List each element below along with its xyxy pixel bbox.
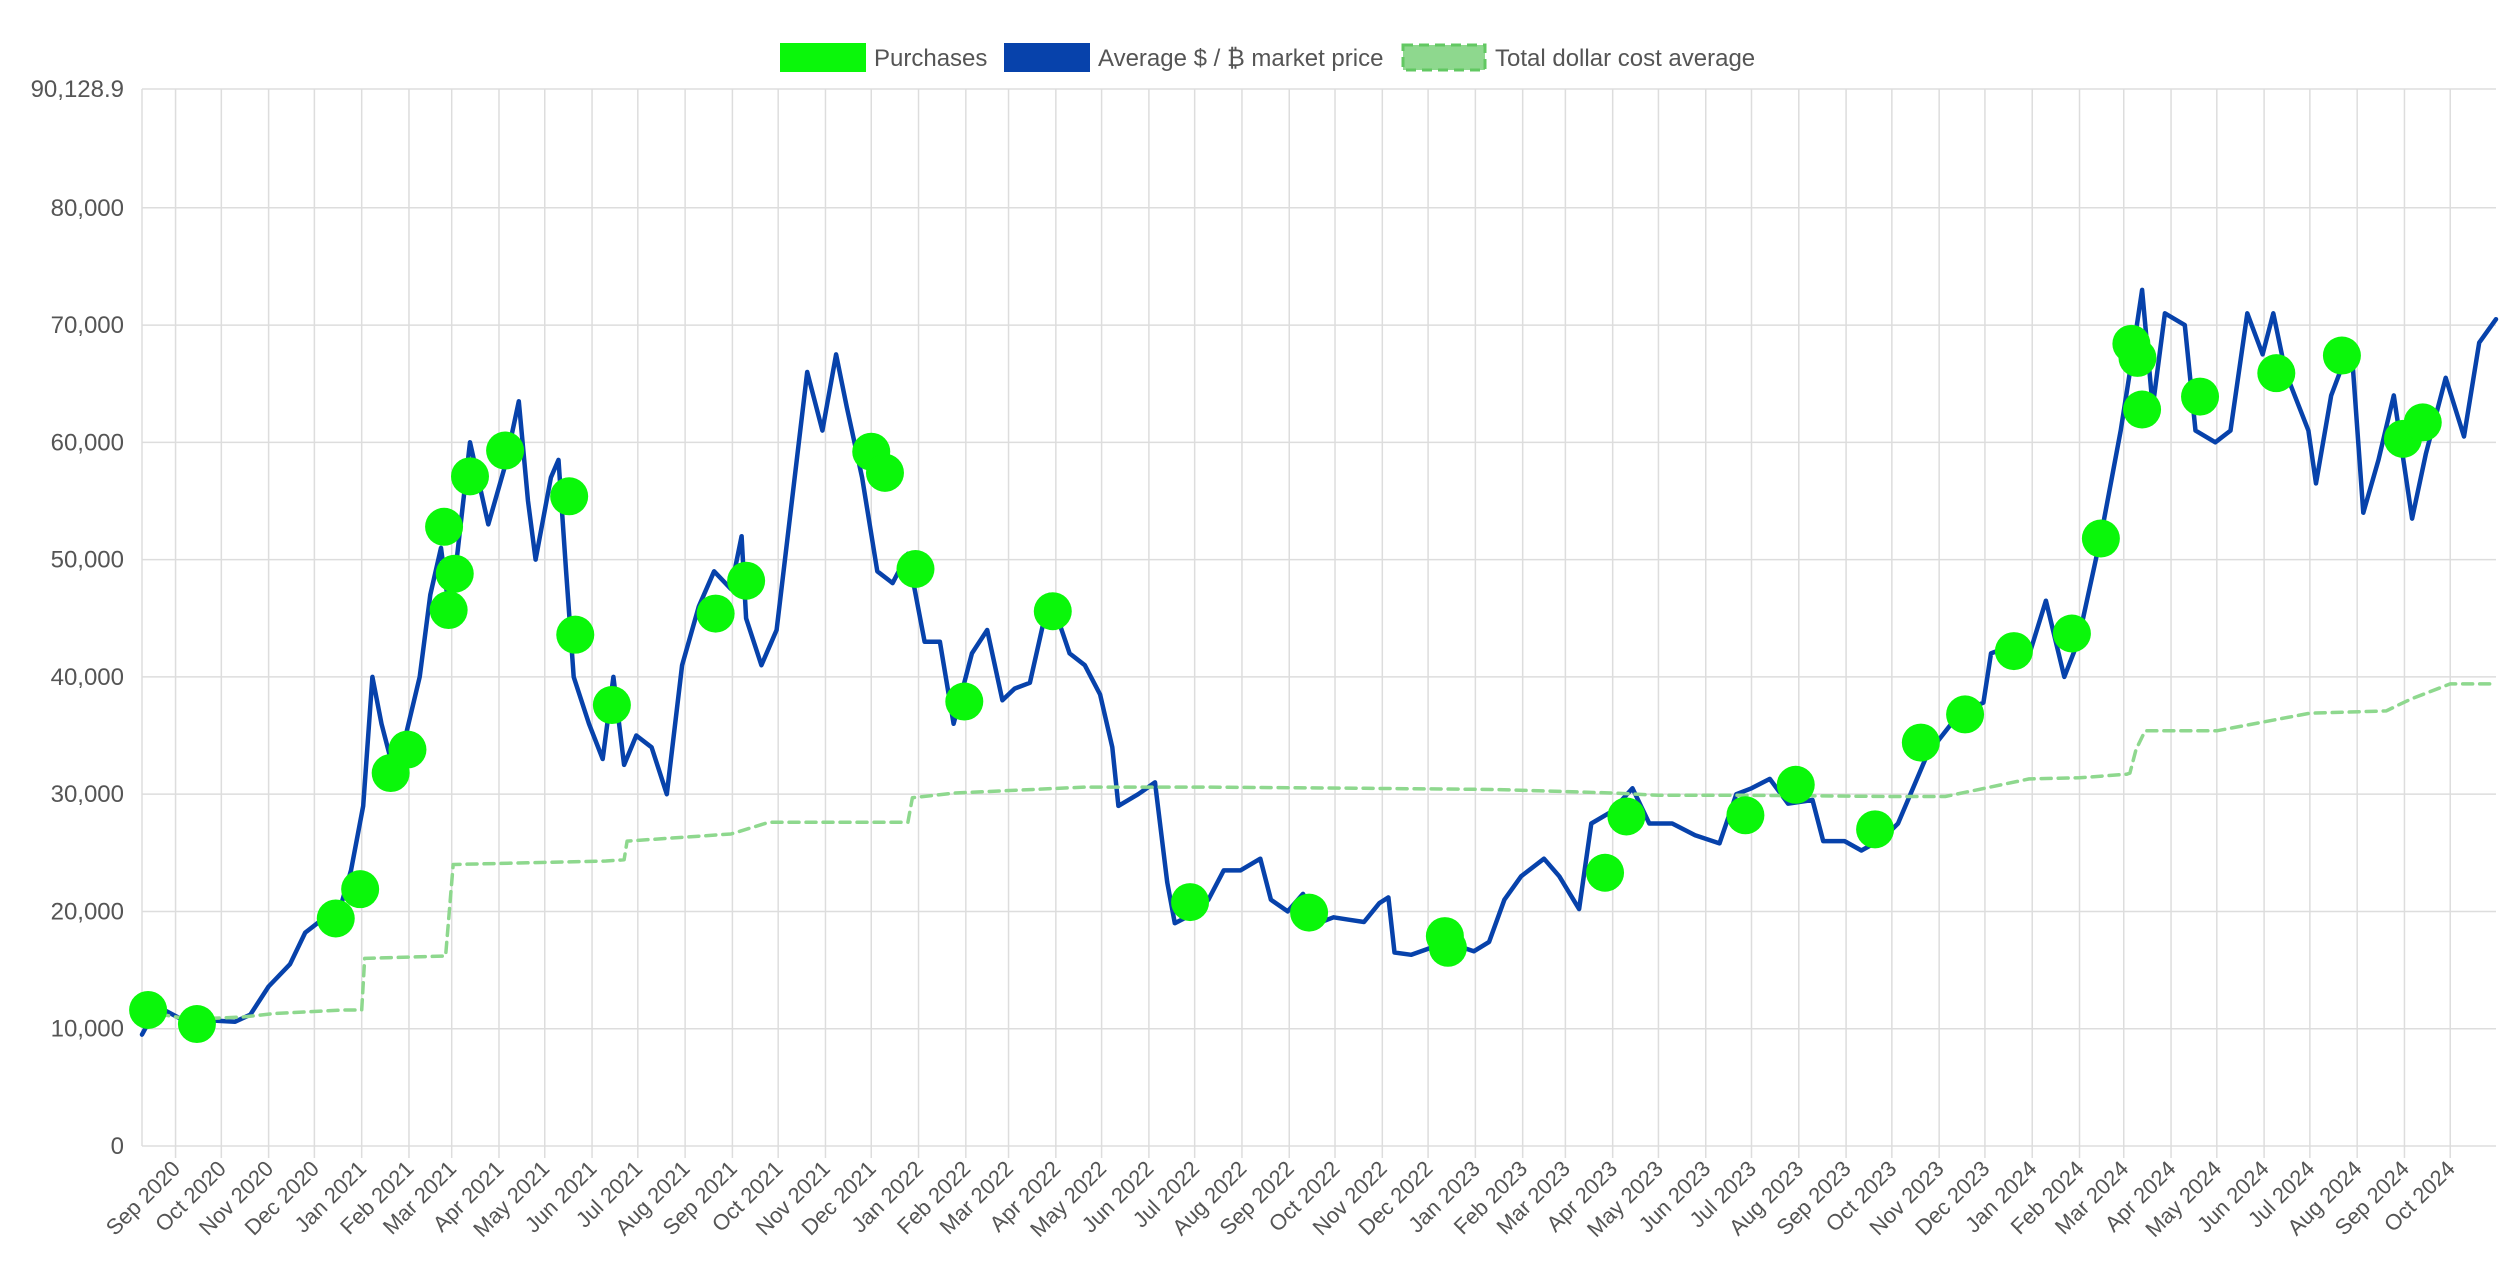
purchase-point[interactable] <box>129 990 168 1029</box>
y-tick-label: 40,000 <box>51 664 124 691</box>
purchase-point[interactable] <box>727 561 766 600</box>
purchase-point[interactable] <box>341 870 380 909</box>
purchase-point[interactable] <box>177 1005 216 1044</box>
purchase-point[interactable] <box>2403 403 2442 442</box>
purchase-point[interactable] <box>2123 390 2162 429</box>
purchase-point[interactable] <box>592 686 631 725</box>
purchase-point[interactable] <box>1946 695 1985 734</box>
purchase-point[interactable] <box>1033 592 1072 631</box>
y-tick-label: 80,000 <box>51 195 124 222</box>
purchase-point[interactable] <box>486 431 525 470</box>
purchase-point[interactable] <box>429 591 468 630</box>
purchase-point[interactable] <box>1290 893 1329 932</box>
purchase-point[interactable] <box>1994 632 2033 671</box>
purchase-point[interactable] <box>451 457 490 496</box>
purchase-point[interactable] <box>435 554 474 593</box>
purchase-point[interactable] <box>1726 796 1765 835</box>
y-tick-label: 60,000 <box>51 429 124 456</box>
purchase-point[interactable] <box>550 477 589 516</box>
legend-swatch-dollar-cost-average[interactable] <box>1401 43 1487 72</box>
purchase-point[interactable] <box>896 549 935 588</box>
legend-label-market-price[interactable]: Average $ / ₿ market price <box>1098 45 1383 72</box>
y-tick-label: 0 <box>111 1133 124 1160</box>
grid-lines <box>141 88 2496 1158</box>
purchase-point[interactable] <box>2081 519 2120 558</box>
y-tick-label: 10,000 <box>51 1016 124 1043</box>
purchase-point[interactable] <box>1776 765 1815 804</box>
legend-swatch-purchases[interactable] <box>780 43 866 72</box>
legend-label-dollar-cost-average[interactable]: Total dollar cost average <box>1495 45 1755 72</box>
purchase-markers <box>129 324 2442 1044</box>
legend-swatch-market-price[interactable] <box>1004 43 1090 72</box>
purchase-point[interactable] <box>556 615 595 654</box>
purchase-point[interactable] <box>2052 614 2091 653</box>
purchase-point[interactable] <box>2181 377 2220 416</box>
purchase-point[interactable] <box>2322 336 2361 375</box>
y-tick-label: 70,000 <box>51 312 124 339</box>
purchase-point[interactable] <box>696 594 735 633</box>
y-axis: 0 10,000 20,000 30,000 40,000 50,000 60,000 70,… <box>31 76 124 1160</box>
purchase-point[interactable] <box>2257 354 2296 393</box>
legend: Purchases Average $ / ₿ market price Tot… <box>780 43 1755 72</box>
purchase-point[interactable] <box>1171 883 1210 922</box>
y-tick-label: 30,000 <box>51 781 124 808</box>
purchase-point[interactable] <box>425 507 464 546</box>
purchase-point[interactable] <box>1586 853 1625 892</box>
purchase-point[interactable] <box>2118 338 2157 377</box>
purchase-point[interactable] <box>1901 723 1940 762</box>
purchase-point[interactable] <box>316 899 355 938</box>
purchase-point[interactable] <box>865 453 904 492</box>
purchase-point[interactable] <box>1607 797 1646 836</box>
purchase-point[interactable] <box>1856 810 1895 849</box>
purchase-point[interactable] <box>388 730 427 769</box>
purchase-point[interactable] <box>945 682 984 721</box>
y-tick-label: 20,000 <box>51 898 124 925</box>
purchase-point[interactable] <box>1428 928 1467 967</box>
legend-label-purchases[interactable]: Purchases <box>874 45 987 72</box>
y-tick-label: 90,128.9 <box>31 76 124 103</box>
dollar-cost-average-line <box>140 682 2498 1022</box>
y-tick-label: 50,000 <box>51 547 124 574</box>
